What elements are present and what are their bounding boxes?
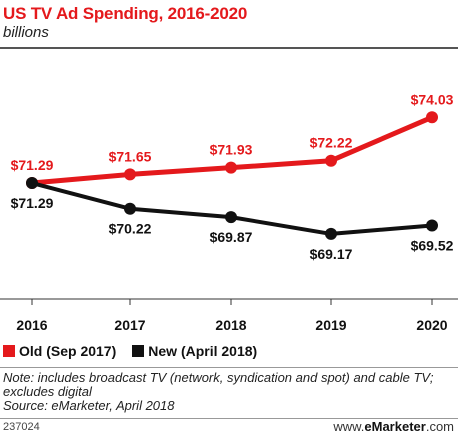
legend-swatch-old <box>3 345 15 357</box>
note-line-2: excludes digital <box>3 384 92 399</box>
legend-item-old: Old (Sep 2017) <box>3 343 116 359</box>
data-point-new <box>124 202 136 215</box>
x-tick-label: 2017 <box>114 317 145 333</box>
header-rule <box>0 47 458 49</box>
data-point-new <box>225 211 237 224</box>
data-label-old: $72.22 <box>310 135 353 151</box>
emarketer-logo[interactable]: www.eMarketer.com <box>333 419 454 434</box>
note-line-1: Note: includes broadcast TV (network, sy… <box>3 370 434 385</box>
brand-prefix: www. <box>333 419 365 434</box>
data-label-old: $71.65 <box>109 148 152 164</box>
data-label-old: $71.29 <box>11 157 54 173</box>
data-point-old <box>124 168 136 181</box>
x-tick-label: 2018 <box>215 317 246 333</box>
series-line-new <box>30 181 434 236</box>
chart-id: 237024 <box>3 421 40 433</box>
legend-label-new: New (April 2018) <box>148 343 258 359</box>
data-label-new: $69.52 <box>411 238 454 254</box>
legend: Old (Sep 2017) New (April 2018) <box>3 343 273 359</box>
footer-rule <box>0 418 458 419</box>
brand-suffix: .com <box>425 419 454 434</box>
brand-name: eMarketer <box>364 419 426 434</box>
x-tick-label: 2019 <box>315 317 346 333</box>
legend-label-old: Old (Sep 2017) <box>19 343 117 359</box>
data-label-new: $70.22 <box>109 221 152 237</box>
x-tick-label: 2020 <box>416 317 447 333</box>
data-label-new: $71.29 <box>11 195 54 211</box>
data-label-old: $74.03 <box>411 91 454 107</box>
data-label-new: $69.87 <box>210 229 253 245</box>
chart-title: US TV Ad Spending, 2016-2020 <box>3 4 248 23</box>
note-divider <box>0 367 458 368</box>
legend-item-new: New (April 2018) <box>132 343 257 359</box>
data-label-new: $69.17 <box>310 246 353 262</box>
legend-swatch-new <box>132 345 145 357</box>
source-text: Source: eMarketer, April 2018 <box>3 398 175 413</box>
x-tick-label: 2016 <box>16 317 47 333</box>
line-chart: 2016 2017 2018 2019 2020 $71.29 $71.65 $71.93 $7… <box>0 91 458 333</box>
data-point-new <box>325 227 337 240</box>
data-point-old <box>426 111 438 124</box>
data-point-new <box>426 219 438 232</box>
chart-note: Note: includes broadcast TV (network, sy… <box>3 371 453 413</box>
data-label-old: $71.93 <box>210 142 253 158</box>
data-point-old <box>225 161 237 174</box>
data-point-new <box>26 177 38 190</box>
data-point-old <box>325 154 337 167</box>
chart-subtitle: billions <box>3 24 49 41</box>
